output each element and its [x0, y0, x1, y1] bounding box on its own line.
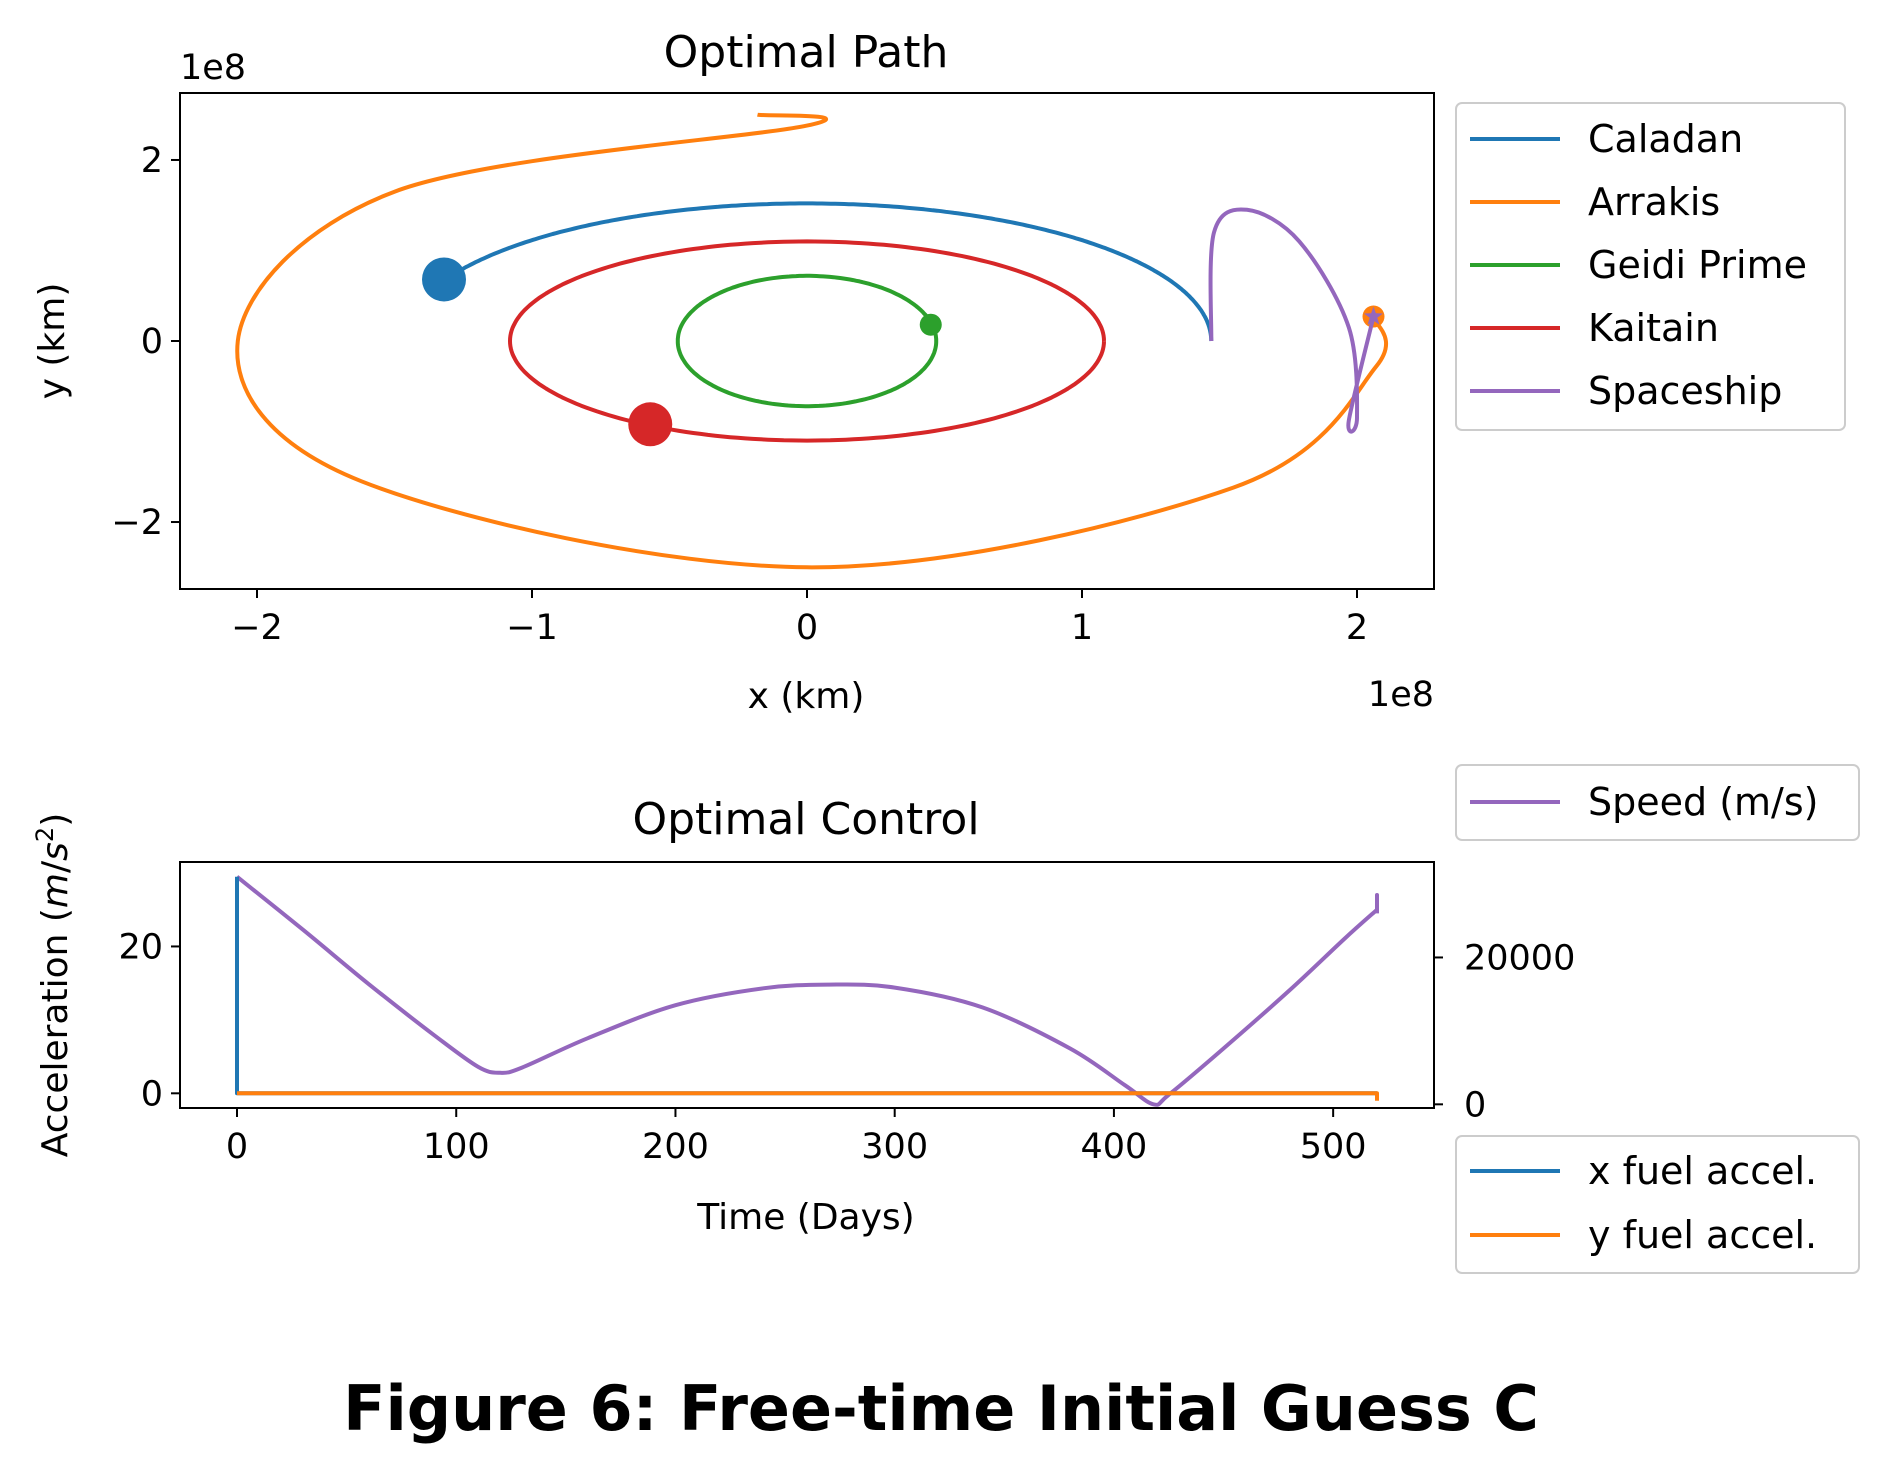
control-chart-title: Optimal Control: [632, 794, 979, 845]
control-x-axis-label: Time (Days): [696, 1197, 914, 1238]
path-y-ticks: −2 0 2: [111, 141, 180, 543]
orbit-spaceship: [1208, 207, 1376, 434]
fuel-legend: x fuel accel. y fuel accel.: [1455, 1135, 1860, 1274]
y-tick-label: 20: [118, 927, 163, 967]
legend-label-kaitain: Kaitain: [1588, 306, 1719, 350]
path-y-axis-label: y (km): [32, 283, 73, 400]
legend-label-geidi-prime: Geidi Prime: [1588, 243, 1807, 287]
y-tick-label: 0: [141, 1074, 163, 1114]
y2-tick-label: 20000: [1464, 938, 1575, 978]
x-tick-label: 0: [796, 608, 818, 648]
x-tick-label: −2: [231, 608, 283, 648]
legend-item-arrakis: Arrakis: [1470, 180, 1720, 224]
path-legend-box: [1455, 102, 1846, 431]
x-tick-label: 2: [1346, 608, 1368, 648]
planet-marker-kaitain: [628, 402, 673, 447]
legend-item-caladan: Caladan: [1470, 117, 1743, 161]
path-series-group: [235, 112, 1389, 570]
control-y-ticks: 0 20: [118, 927, 180, 1114]
legend-label-speed: Speed (m/s): [1588, 780, 1818, 824]
y-offset-label: 1e8: [180, 48, 246, 88]
control-y2-ticks: 0 20000: [1434, 938, 1575, 1125]
y-tick-label: −2: [111, 503, 163, 543]
path-chart: Optimal Path 1e8 −2 −1 0 1 2 −2 0 2 x (km) 1e8…: [32, 27, 1846, 717]
series-y-fuel-accel: [237, 1091, 1379, 1101]
x-offset-label: 1e8: [1368, 675, 1434, 715]
path-x-axis-label: x (km): [748, 676, 865, 717]
speed-legend-box: [1455, 764, 1860, 841]
spaceship-end-star: [1364, 306, 1383, 325]
control-y-axis-label: Acceleration (m/s2): [31, 813, 76, 1158]
control-series-group: [235, 875, 1379, 1107]
legend-label-caladan: Caladan: [1588, 117, 1743, 161]
orbit-kaitain: [508, 239, 1106, 443]
path-chart-title: Optimal Path: [664, 27, 949, 78]
path-plot-frame: [179, 92, 1435, 590]
x-tick-label: 500: [1300, 1127, 1367, 1167]
control-plot-frame: [179, 861, 1435, 1109]
orbit-caladan: [442, 201, 1214, 342]
orbit-geidi-prime: [675, 273, 939, 409]
figure-caption: Figure 6: Free-time Initial Guess C: [343, 1372, 1539, 1445]
x-tick-label: 1: [1071, 608, 1093, 648]
x-tick-label: 0: [226, 1127, 248, 1167]
control-chart: Optimal Control 0 100 200 300 400 500 0 20 0 20…: [31, 764, 1860, 1274]
legend-item-kaitain: Kaitain: [1470, 306, 1719, 350]
control-x-ticks: 0 100 200 300 400 500: [226, 1108, 1367, 1167]
y-tick-label: 0: [141, 322, 163, 362]
x-tick-label: −1: [506, 608, 558, 648]
x-tick-label: 300: [861, 1127, 928, 1167]
legend-item-spaceship: Spaceship: [1470, 369, 1782, 413]
path-legend: Caladan Arrakis Geidi Prime Kaitain Spac…: [1455, 102, 1846, 431]
legend-label-y-fuel: y fuel accel.: [1588, 1213, 1817, 1257]
path-x-ticks: −2 −1 0 1 2: [231, 589, 1368, 648]
y-tick-label: 2: [141, 141, 163, 181]
orbit-arrakis: [235, 112, 1389, 570]
speed-legend: Speed (m/s): [1455, 764, 1860, 841]
planet-marker-caladan: [422, 257, 466, 302]
legend-label-x-fuel: x fuel accel.: [1588, 1149, 1817, 1193]
legend-label-arrakis: Arrakis: [1588, 180, 1720, 224]
series-speed-m-s: [235, 875, 1379, 1107]
x-tick-label: 400: [1081, 1127, 1148, 1167]
x-tick-label: 100: [423, 1127, 490, 1167]
x-tick-label: 200: [642, 1127, 709, 1167]
planet-marker-geidi-prime: [919, 313, 942, 336]
y2-tick-label: 0: [1464, 1085, 1486, 1125]
legend-label-spaceship: Spaceship: [1588, 369, 1782, 413]
legend-item-geidi-prime: Geidi Prime: [1470, 243, 1807, 287]
